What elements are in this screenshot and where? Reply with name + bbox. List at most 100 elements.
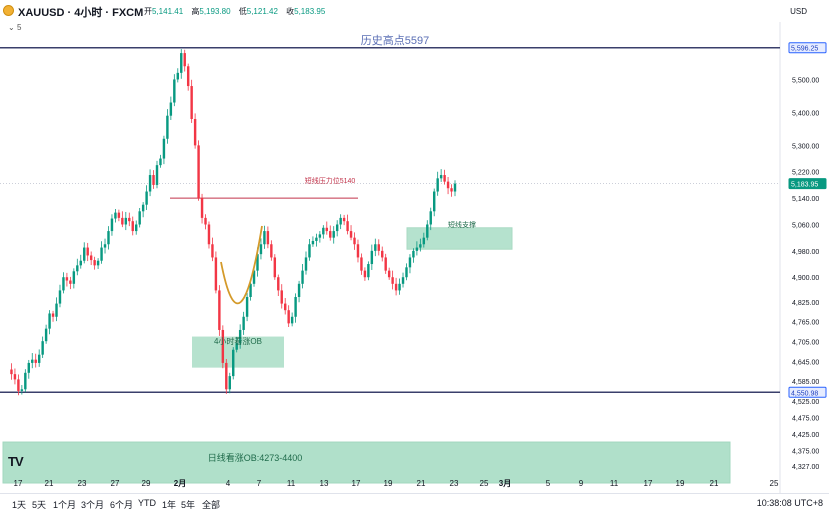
candle-body (69, 280, 72, 284)
ohlc-low-value: 5,121.42 (246, 7, 278, 16)
x-tick-label: 11 (287, 479, 296, 488)
ohlc-high-value: 5,193.80 (199, 7, 231, 16)
candle-body (398, 283, 401, 291)
ob-4h-annotation: 4小时看涨OB (214, 336, 262, 346)
x-tick-label: 25 (480, 479, 489, 488)
daily-ob-zone (2, 441, 731, 484)
candle-body (96, 260, 100, 266)
candle-body (322, 227, 325, 235)
candle-body (283, 303, 287, 311)
candle-body (51, 313, 55, 317)
x-tick-label: 5 (546, 479, 551, 488)
candle-body (432, 191, 436, 212)
candle-body (186, 66, 190, 87)
candle-body (86, 247, 89, 256)
candle-body (200, 198, 204, 218)
range-3m-button[interactable]: 3个月 (81, 500, 105, 510)
candle-body (65, 277, 69, 281)
ath-annotation: 历史高点5597 (361, 33, 429, 47)
candle-body (41, 341, 44, 355)
x-tick-label: 7 (257, 479, 262, 488)
range-5d-button[interactable]: 5天 (32, 500, 47, 510)
candle-body (297, 283, 301, 297)
candle-body (387, 270, 391, 278)
candle-body (190, 86, 193, 119)
candle-body (89, 255, 93, 261)
candle-body (131, 221, 134, 232)
candle-body (263, 231, 266, 245)
x-tick-label: 4 (226, 479, 231, 488)
candle-body (339, 217, 342, 225)
y-tick-label: 4,425.00 (792, 432, 819, 439)
x-tick-label: 17 (14, 479, 23, 488)
candle-body (31, 359, 34, 363)
x-tick-label: 25 (770, 479, 779, 488)
tradingview-logo[interactable]: TV (8, 454, 24, 469)
candle-body (280, 290, 283, 304)
candle-body (93, 260, 96, 266)
price-chart[interactable]: 历史高点5597 短线压力位5140 短线支撑 4小时看涨OB 日线看涨OB:4273-… (0, 0, 829, 493)
current-price-label-text: 5,183.95 (791, 182, 818, 189)
ohlc-low-label: 低 (238, 7, 247, 16)
symbol-title[interactable]: XAUUSD · 4小时 · FXCM (18, 7, 144, 19)
candle-body (332, 231, 335, 238)
candle-body (159, 158, 162, 166)
candle-body (176, 72, 180, 80)
currency-label[interactable]: USD (790, 7, 807, 16)
candle-body (183, 53, 186, 67)
candle-body (24, 372, 27, 390)
candle-body (121, 217, 124, 225)
candle-body (356, 244, 360, 258)
candle-body (235, 343, 238, 350)
candle-body (349, 231, 353, 238)
candle-body (218, 290, 221, 330)
candle-body (419, 244, 422, 248)
x-tick-label: 11 (610, 479, 619, 488)
clock-readout: 10:38:08 UTC+8 (756, 498, 823, 508)
candle-body (277, 277, 280, 291)
range-ytd-button[interactable]: YTD (138, 498, 156, 508)
candle-body (238, 329, 242, 344)
candle-body (374, 244, 377, 251)
candle-body (311, 240, 315, 245)
candle-body (138, 211, 141, 225)
candle-body (34, 359, 37, 363)
x-tick-label: 21 (417, 479, 426, 488)
range-all-button[interactable]: 全部 (202, 500, 221, 510)
range-5y-button[interactable]: 5年 (181, 500, 196, 510)
current-price-label-badge (788, 178, 827, 190)
candle-body (211, 244, 214, 258)
candle-body (245, 297, 249, 317)
support-price-label-text: 4,550.98 (791, 390, 818, 397)
candle-body (27, 362, 31, 373)
candle-body (256, 254, 259, 271)
ohlc-readout: 开5,141.41 高5,193.80 低5,121.42 收5,183.95 (144, 6, 331, 17)
short-support-annotation: 短线支撑 (448, 220, 476, 229)
y-tick-label: 4,765.00 (792, 320, 819, 327)
range-1y-button[interactable]: 1年 (162, 500, 177, 510)
candle-body (384, 257, 387, 271)
candle-body (270, 244, 273, 258)
candle-body (72, 271, 76, 284)
ohlc-high-label: 高 (191, 7, 200, 16)
y-tick-label: 4,525.00 (792, 399, 819, 406)
candle-body (152, 175, 155, 185)
range-6m-button[interactable]: 6个月 (110, 500, 134, 510)
candle-body (363, 270, 367, 278)
candle-body (436, 178, 439, 192)
x-tick-label: 9 (579, 479, 584, 488)
candle-body (426, 224, 429, 238)
x-tick-label: 2月 (174, 479, 186, 488)
range-1m-button[interactable]: 1个月 (53, 500, 77, 510)
candle-body (370, 250, 374, 265)
candle-body (37, 354, 41, 363)
x-tick-label: 29 (142, 479, 151, 488)
resistance-annotation: 短线压力位5140 (305, 176, 356, 185)
candle-body (422, 237, 426, 245)
indicator-collapse-toggle[interactable]: ⌄ 5 (8, 23, 22, 32)
candle-body (17, 379, 20, 391)
range-1d-button[interactable]: 1天 (12, 500, 27, 510)
x-tick-label: 19 (676, 479, 685, 488)
ob-4h-zone (192, 336, 284, 368)
candle-body (377, 244, 380, 251)
